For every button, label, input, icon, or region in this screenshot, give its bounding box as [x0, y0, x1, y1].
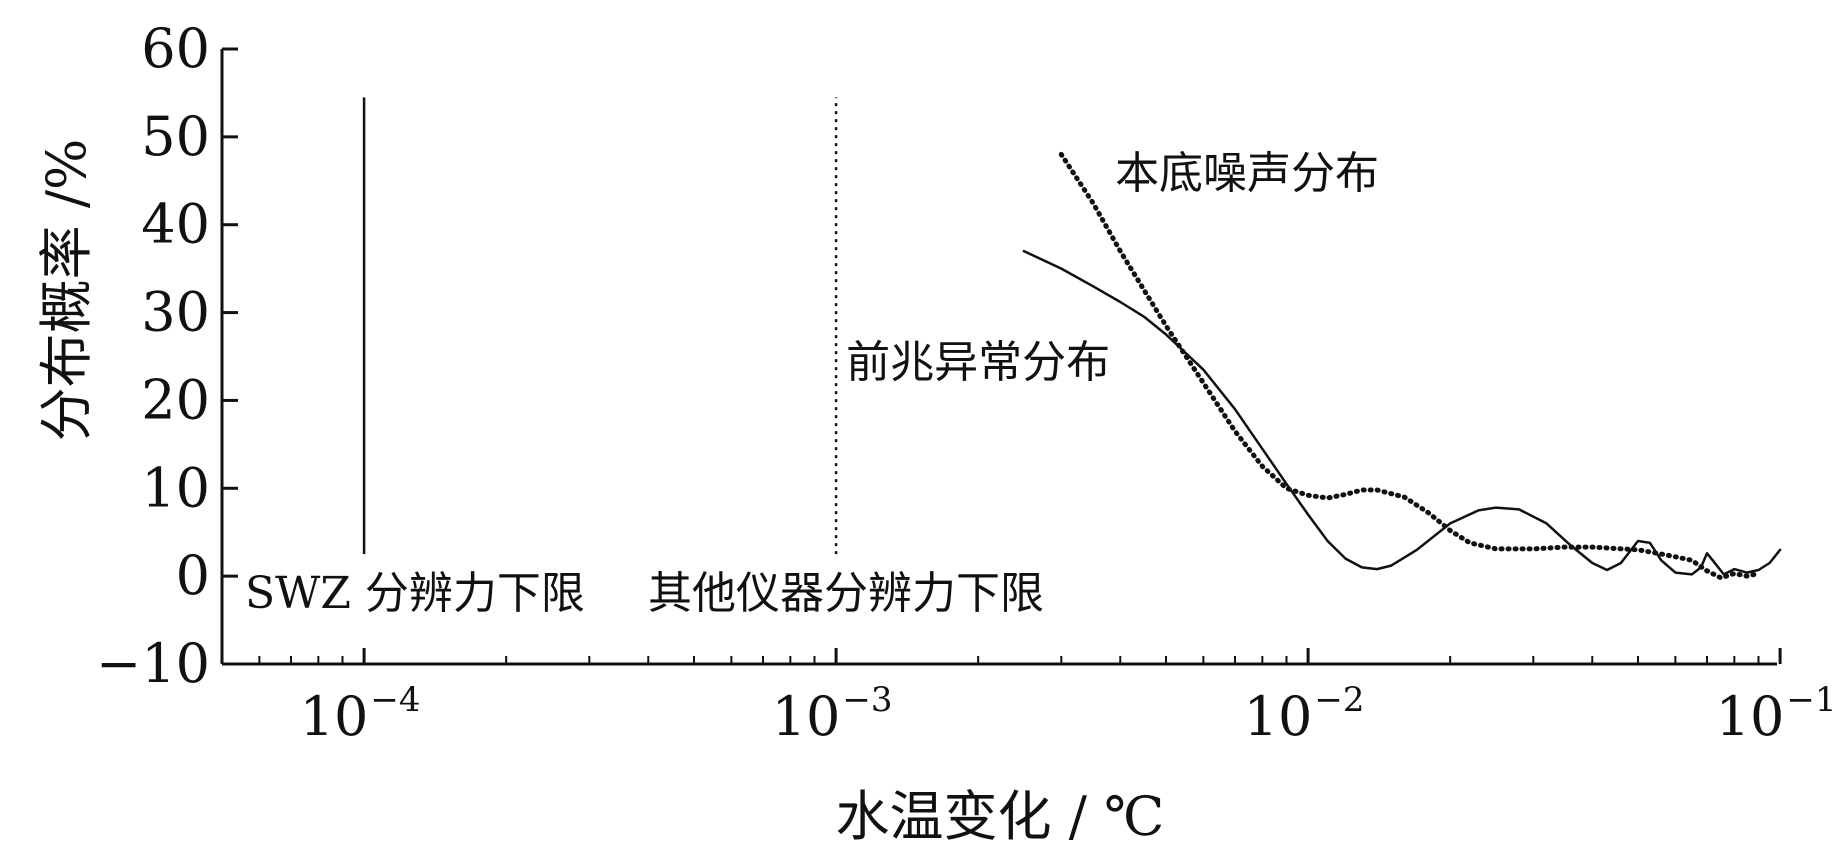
series-line: [1022, 249, 1782, 576]
reference-lines: SWZ 分辨力下限 其他仪器分辨力下限: [245, 97, 1044, 619]
y-tick-label: 10: [141, 456, 210, 519]
x-tick-label: 10−4: [300, 680, 421, 748]
x-tick-label: 10−3: [772, 680, 893, 748]
y-tick-label: 0: [176, 544, 210, 607]
reference-line-label: SWZ 分辨力下限: [245, 568, 585, 619]
x-axis-title: 水温变化 / ℃: [836, 785, 1165, 848]
series-line: [1058, 151, 1761, 581]
series-group: [1022, 151, 1782, 581]
y-tick-label: −10: [96, 632, 210, 695]
axes: −10 0 10 20 30 40 50 60 10−4 10−3 10−2 10−1 水温变化 / ℃…: [35, 17, 1837, 848]
series-annotation: 本底噪声分布: [1115, 148, 1379, 199]
y-tick-label: 40: [141, 193, 210, 256]
reference-line-label: 其他仪器分辨力下限: [648, 568, 1044, 619]
series-annotation: 前兆异常分布: [846, 337, 1110, 388]
x-tick-label: 10−1: [1716, 680, 1837, 748]
y-tick-label: 30: [141, 281, 210, 344]
y-tick-label: 60: [141, 17, 210, 80]
y-tick-label: 50: [141, 105, 210, 168]
x-tick-label: 10−2: [1244, 680, 1365, 748]
y-tick-label: 20: [141, 368, 210, 431]
y-axis-title: 分布概率 /%: [35, 139, 98, 442]
